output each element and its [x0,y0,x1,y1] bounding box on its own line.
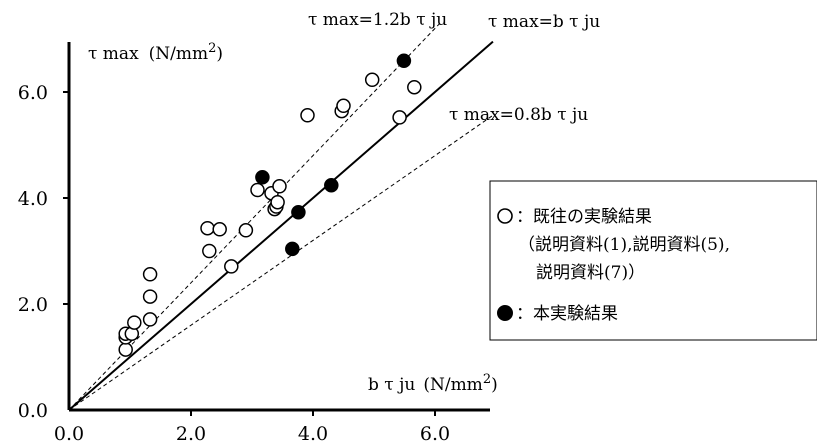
open-data-point [203,245,216,258]
reference-line-1 [69,42,493,410]
line-label-1-2: τ max=1.2b τ ju [308,10,447,30]
open-data-point [273,180,286,193]
open-data-point [239,224,252,237]
x-tick-label: 6.0 [420,423,450,445]
open-data-point [144,290,157,303]
legend-filled-circle-icon [498,306,513,321]
open-data-point [366,73,379,86]
filled-data-point [256,171,269,184]
filled-data-point [286,242,299,255]
data-points [119,54,421,356]
open-data-point [225,260,238,273]
y-tick-label: 6.0 [18,82,48,104]
y-tick-label: 2.0 [18,294,48,316]
open-data-point [271,196,284,209]
x-tick-label: 0.0 [54,423,84,445]
x-tick-label: 4.0 [298,423,328,445]
y-axis-label: τ max (N/mm2) [88,41,223,64]
open-data-point [119,343,132,356]
legend: ：既往の実験結果 （説明資料(1),説明資料(5), 説明資料(7)） ：本実験… [490,181,817,340]
legend-entry-1-line-3: 説明資料(7)） [536,263,645,283]
open-data-point [144,313,157,326]
line-label-1-0: τ max=b τ ju [488,12,600,32]
open-data-point [301,109,314,122]
open-data-point [251,184,264,197]
open-data-point [337,99,350,112]
reference-line-0-8 [69,115,493,410]
filled-data-point [397,54,410,67]
legend-entry-2-line-1: ：本実験結果 [516,304,618,324]
y-tick-label: 0.0 [18,400,48,422]
open-data-point [393,111,406,124]
x-axis-label: b τ ju (N/mm2) [368,372,498,395]
legend-open-circle-icon [498,209,512,223]
line-label-0-8: τ max=0.8b τ ju [449,105,588,125]
legend-entry-1-line-1: ：既往の実験結果 [516,207,652,227]
filled-data-point [325,179,338,192]
open-data-point [128,316,141,329]
open-data-point [408,81,421,94]
open-data-point [144,268,157,281]
legend-entry-1-line-2: （説明資料(1),説明資料(5), [518,235,730,255]
open-data-point [213,223,226,236]
open-data-point [201,222,214,235]
filled-data-point [292,206,305,219]
y-tick-label: 4.0 [18,188,48,210]
x-tick-label: 2.0 [176,423,206,445]
